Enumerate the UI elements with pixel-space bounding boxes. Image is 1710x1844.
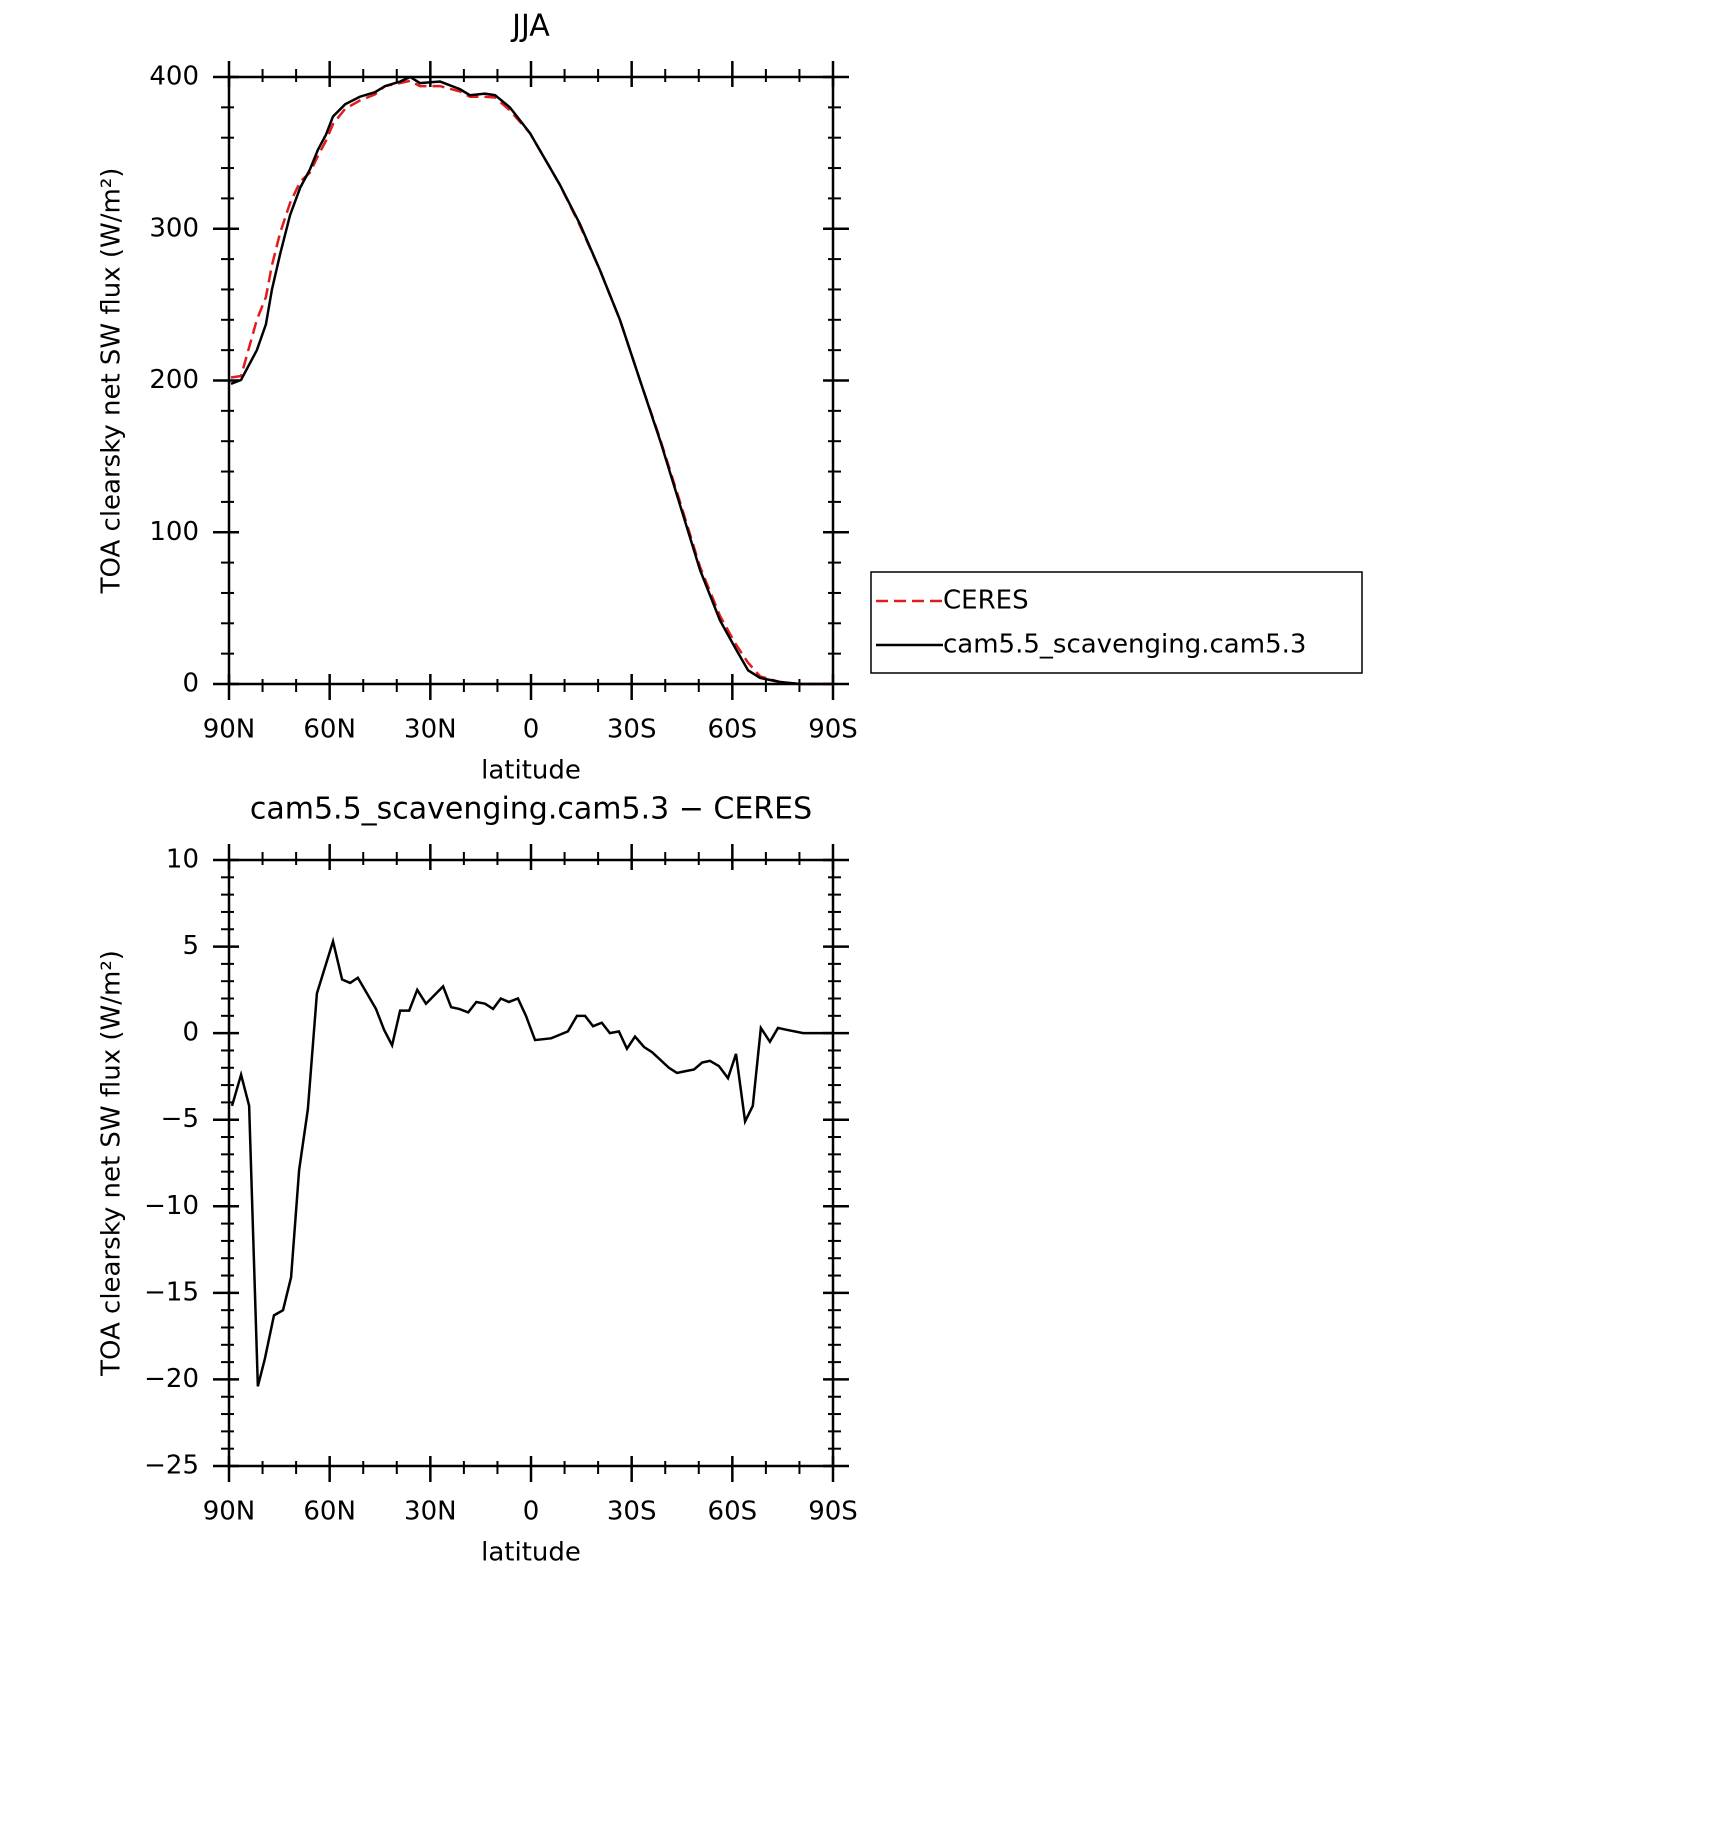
x-tick-label: 0 xyxy=(523,1497,540,1527)
plot-frame xyxy=(227,75,835,686)
x-axis-label: latitude xyxy=(481,756,581,786)
y-tick-label: 0 xyxy=(182,1018,199,1048)
chart-title: cam5.5_scavenging.cam5.3 − CERES xyxy=(250,792,812,827)
x-tick-label: 60S xyxy=(708,715,758,745)
series-line xyxy=(230,79,833,686)
y-tick-label: −15 xyxy=(144,1277,199,1307)
y-tick-label: 5 xyxy=(182,931,199,961)
y-tick-label: −25 xyxy=(144,1451,199,1481)
x-tick-label: 60S xyxy=(708,1497,758,1527)
x-tick-label: 30N xyxy=(404,715,457,745)
chart-title: JJA xyxy=(510,9,550,44)
x-tick-label: 60N xyxy=(303,715,356,745)
x-tick-label: 0 xyxy=(523,715,540,745)
y-tick-label: 10 xyxy=(166,845,199,875)
y-tick-label: 100 xyxy=(149,517,199,547)
y-axis-label: TOA clearsky net SW flux (W/m²) xyxy=(97,950,127,1377)
y-tick-label: 200 xyxy=(149,365,199,395)
y-tick-label: 300 xyxy=(149,213,199,243)
x-tick-label: 60N xyxy=(303,1497,356,1527)
y-tick-label: −20 xyxy=(144,1364,199,1394)
x-tick-label: 90N xyxy=(203,1497,256,1527)
y-axis-label: TOA clearsky net SW flux (W/m²) xyxy=(97,168,127,595)
x-tick-label: 30S xyxy=(607,715,657,745)
x-tick-label: 90S xyxy=(808,715,858,745)
x-tick-label: 90S xyxy=(808,1497,858,1527)
x-axis-label: latitude xyxy=(481,1538,581,1568)
series-line xyxy=(230,75,833,686)
series-line xyxy=(230,936,833,1387)
x-tick-label: 30N xyxy=(404,1497,457,1527)
y-tick-label: 0 xyxy=(182,669,199,699)
x-tick-label: 90N xyxy=(203,715,256,745)
legend-label: cam5.5_scavenging.cam5.3 xyxy=(943,630,1306,660)
y-tick-label: 400 xyxy=(149,62,199,92)
legend-box xyxy=(870,571,1363,674)
y-tick-label: −5 xyxy=(161,1104,199,1134)
legend-label: CERES xyxy=(943,586,1029,616)
x-tick-label: 30S xyxy=(607,1497,657,1527)
y-tick-label: −10 xyxy=(144,1191,199,1221)
plot-frame xyxy=(227,858,835,1468)
